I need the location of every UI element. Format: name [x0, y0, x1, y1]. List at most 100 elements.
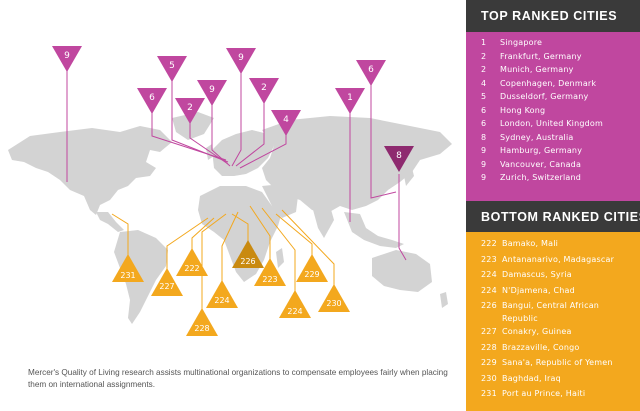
- svg-text:226: 226: [240, 257, 255, 266]
- list-item: 6 Hong Kong: [466, 104, 640, 118]
- list-item: 9 Hamburg, Germany: [466, 144, 640, 158]
- bottom-ranked-pins: 231 227 222 226 224 223 229 228 224 230: [112, 240, 350, 336]
- top-pin[interactable]: 1: [335, 88, 365, 114]
- city-name: Damascus, Syria: [502, 270, 572, 279]
- rank-number: 228: [481, 342, 497, 352]
- bottom-pin[interactable]: 226: [232, 240, 264, 268]
- top-pin[interactable]: 5: [157, 56, 187, 82]
- city-name: Port au Prince, Haiti: [502, 389, 586, 398]
- top-ranked-header: TOP RANKED CITIES: [466, 0, 640, 32]
- central-america-shape: [96, 212, 124, 232]
- bottom-pin[interactable]: 228: [186, 308, 218, 336]
- rank-number: 9: [481, 173, 487, 182]
- rank-number: 6: [481, 119, 487, 128]
- list-item: 230 Baghdad, Iraq: [466, 373, 640, 389]
- list-item: 226 Bangui, Central African Republic: [466, 300, 640, 326]
- svg-text:229: 229: [304, 270, 319, 279]
- india-shape: [312, 206, 334, 238]
- list-item: 9 Vancouver, Canada: [466, 158, 640, 172]
- list-item: 9 Zurich, Switzerland: [466, 171, 640, 185]
- city-name: Conakry, Guinea: [502, 327, 572, 336]
- world-map: 9 5 9 6 2 9 2 4 1 6 8 231 227 222 226 22…: [8, 46, 452, 389]
- caption-text: Mercer's Quality of Living research assi…: [28, 368, 448, 389]
- rank-number: 224: [481, 285, 497, 295]
- city-name: N'Djamena, Chad: [502, 285, 575, 295]
- list-item: 222 Bamako, Mali: [466, 238, 640, 254]
- svg-text:6: 6: [368, 65, 374, 75]
- city-name: Hong Kong: [500, 105, 546, 115]
- svg-text:230: 230: [326, 299, 341, 308]
- rank-number: 230: [481, 373, 497, 383]
- africa-shape: [198, 186, 282, 282]
- svg-text:2: 2: [261, 83, 267, 93]
- list-item: 2 Munich, Germany: [466, 63, 640, 77]
- city-name: Hamburg, Germany: [500, 146, 583, 155]
- top-pin[interactable]: 9: [52, 46, 82, 72]
- bottom-pin[interactable]: 223: [254, 258, 286, 286]
- australia-shape: [372, 250, 432, 292]
- top-pin[interactable]: 4: [271, 110, 301, 136]
- city-name: Vancouver, Canada: [500, 159, 582, 169]
- svg-text:224: 224: [214, 296, 229, 305]
- city-name: Sana'a, Republic of Yemen: [502, 358, 613, 367]
- europe-shape: [212, 130, 274, 176]
- list-item: 227 Conakry, Guinea: [466, 326, 640, 342]
- bottom-pin[interactable]: 229: [296, 254, 328, 282]
- top-pin[interactable]: 9: [197, 80, 227, 106]
- city-name: London, United Kingdom: [500, 119, 604, 128]
- rank-number: 227: [481, 327, 497, 336]
- top-pin-connectors: [66, 62, 407, 261]
- bottom-pin[interactable]: 224: [206, 280, 238, 308]
- rank-number: 229: [481, 358, 497, 367]
- bottom-pin[interactable]: 222: [176, 248, 208, 276]
- bottom-pin[interactable]: 227: [151, 268, 183, 296]
- rank-number: 5: [481, 92, 487, 101]
- north-america-shape: [8, 126, 172, 215]
- svg-text:228: 228: [194, 324, 209, 333]
- svg-text:6: 6: [149, 93, 155, 103]
- city-name: Zurich, Switzerland: [500, 173, 582, 182]
- rankings-panel: TOP RANKED CITIES 1 Singapore 2 Frankfurt,…: [466, 0, 640, 411]
- bottom-pin[interactable]: 224: [279, 290, 311, 318]
- bottom-pin[interactable]: 230: [318, 284, 350, 312]
- list-item: 224 Damascus, Syria: [466, 269, 640, 285]
- city-name: Copenhagen, Denmark: [500, 78, 597, 88]
- top-pin[interactable]: 2: [249, 78, 279, 104]
- list-item: 231 Port au Prince, Haiti: [466, 388, 640, 404]
- rank-number: 9: [481, 159, 487, 169]
- city-name: Sydney, Australia: [500, 132, 574, 142]
- rank-number: 4: [481, 78, 487, 88]
- rank-number: 1: [481, 38, 487, 47]
- top-pin[interactable]: 6: [137, 88, 167, 114]
- continents: [8, 112, 452, 324]
- top-ranked-pins: 9 5 9 6 2 9 2 4 1 6 8: [52, 46, 414, 172]
- top-pin[interactable]: 9: [226, 48, 256, 74]
- rank-number: 6: [481, 105, 487, 115]
- svg-text:9: 9: [209, 85, 215, 95]
- greenland-shape: [172, 112, 214, 140]
- top-pin[interactable]: 2: [175, 98, 205, 124]
- madagascar-shape: [276, 248, 284, 268]
- svg-text:8: 8: [396, 151, 402, 161]
- city-name: Antananarivo, Madagascar: [502, 254, 615, 264]
- svg-text:9: 9: [64, 51, 70, 61]
- world-map-graphic: 9 5 9 6 2 9 2 4 1 6 8 231 227 222 226 22…: [8, 46, 452, 336]
- list-item: 2 Frankfurt, Germany: [466, 50, 640, 64]
- top-pin[interactable]: 8: [384, 146, 414, 172]
- list-item: 1 Singapore: [466, 36, 640, 50]
- rank-number: 222: [481, 239, 497, 248]
- southeast-asia-shape: [344, 212, 404, 248]
- rank-number: 8: [481, 132, 487, 142]
- top-pin[interactable]: 6: [356, 60, 386, 86]
- rank-number: 2: [481, 65, 487, 74]
- svg-text:5: 5: [169, 61, 175, 71]
- japan-shape: [402, 160, 414, 186]
- top-ranked-list: 1 Singapore 2 Frankfurt, Germany 2 Munich, …: [466, 32, 640, 201]
- rank-number: 224: [481, 270, 497, 279]
- rank-number: 223: [481, 254, 497, 264]
- bottom-pin[interactable]: 231: [112, 254, 144, 282]
- city-name: Bangui, Central African Republic: [502, 301, 600, 323]
- city-name: Singapore: [500, 38, 543, 47]
- asia-shape: [262, 116, 452, 214]
- city-name: Munich, Germany: [500, 65, 574, 74]
